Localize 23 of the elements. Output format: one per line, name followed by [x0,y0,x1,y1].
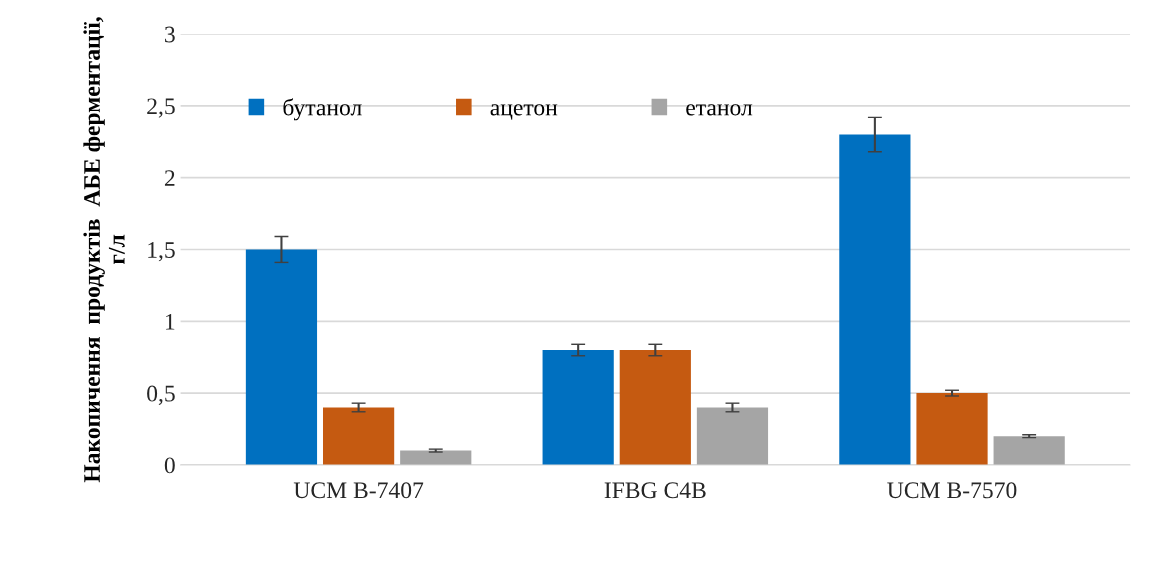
bar [839,134,911,465]
y-tick-label: 2 [164,170,175,186]
bar [400,450,472,465]
y-tick-label: 0 [164,457,175,474]
x-tick-label: UCM B-7407 [293,482,424,499]
bar [993,436,1065,465]
y-tick-label: 1 [165,313,175,330]
legend-label: бутанол [283,98,362,121]
y-tick-label: 3 [165,26,175,43]
bar [696,407,769,465]
legend-label: етанол [686,104,753,116]
x-tick-label: UCM B-7570 [887,482,1017,499]
bar [619,350,691,465]
bar [916,393,988,465]
bar [542,350,614,465]
y-tick-label: 1,5 [148,242,175,262]
x-tick-label: IFBG C4B [604,482,706,499]
y-axis-title: Накопичення продуктів АБЕ ферментації, г/л [83,17,125,483]
legend-label: ацетон [490,104,558,120]
bar [245,249,318,465]
y-tick-label: 2,5 [147,98,175,118]
y-tick-label: 0,5 [147,385,175,405]
bar [323,407,395,465]
